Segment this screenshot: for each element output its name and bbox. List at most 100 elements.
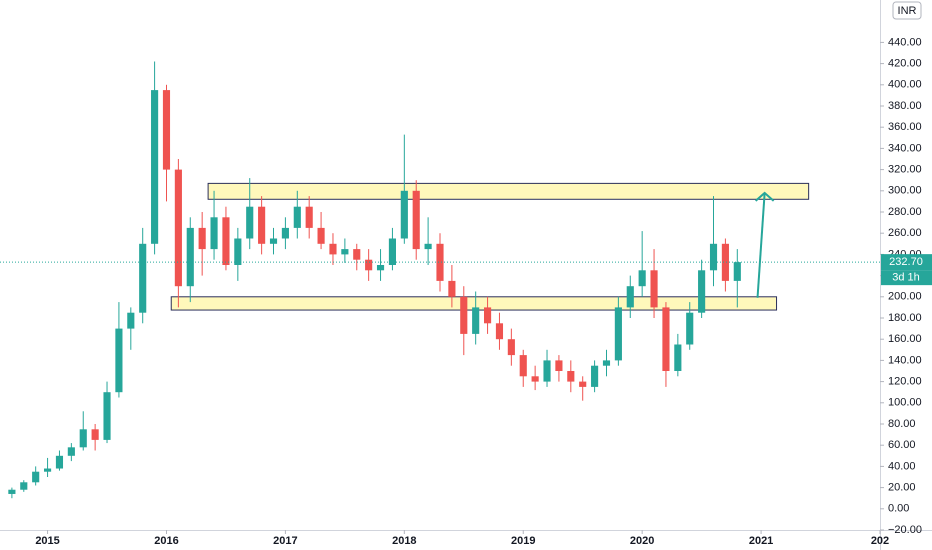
candle-body	[376, 265, 385, 271]
candle-body	[638, 270, 646, 287]
y-tick-label: 140.00	[888, 354, 922, 366]
candle-body	[198, 227, 206, 250]
candle-body	[258, 206, 266, 244]
candle-body	[674, 344, 682, 371]
candle-body	[20, 482, 28, 490]
candle-body	[162, 90, 171, 170]
candle-body	[44, 468, 52, 472]
countdown-tag	[881, 270, 932, 286]
candle-body	[591, 365, 599, 387]
candle-body	[186, 227, 194, 287]
candle-body	[686, 312, 694, 345]
zone	[207, 182, 810, 200]
candle-body	[317, 227, 325, 244]
candle-body	[353, 249, 361, 260]
candle-body	[709, 243, 718, 271]
candle-body	[424, 243, 432, 250]
candle-body	[460, 296, 468, 334]
candle-body	[721, 243, 729, 281]
y-tick-label: 80.00	[888, 418, 916, 430]
x-tick-label: 2017	[273, 535, 297, 547]
candle-body	[222, 217, 230, 265]
candle-body	[293, 206, 301, 228]
candle-body	[281, 227, 289, 239]
candle-body	[626, 286, 634, 308]
y-tick-label: 340.00	[888, 142, 922, 154]
candle-body	[567, 371, 575, 382]
currency[interactable]: INR	[898, 5, 917, 17]
candle-body	[174, 169, 182, 287]
y-tick-label: 320.00	[888, 164, 922, 176]
candle-body	[507, 339, 515, 356]
candle-body	[329, 243, 337, 255]
candle-body	[55, 455, 64, 469]
y-tick-label: 180.00	[888, 312, 922, 324]
x-tick-label: 2015	[35, 535, 59, 547]
candle-body	[139, 243, 147, 313]
candle-body	[79, 429, 87, 448]
candle-body	[246, 206, 254, 239]
y-tick-label: 400.00	[888, 79, 922, 91]
candle-body	[614, 307, 622, 361]
arrow	[756, 192, 766, 298]
y-tick-label: 60.00	[888, 439, 916, 451]
y-tick-label: 0.00	[888, 503, 909, 515]
x-tick-label: 2018	[392, 535, 416, 547]
x-tick-label: 202	[871, 535, 889, 547]
candle-body	[495, 323, 504, 340]
candle-body	[365, 259, 373, 271]
x-tick-label: 2020	[630, 535, 654, 547]
candle-body	[555, 360, 563, 371]
candle-body	[400, 190, 408, 239]
y-tick-label: −20.00	[888, 524, 922, 536]
candle-body	[650, 270, 658, 308]
x-tick-label: 2019	[511, 535, 535, 547]
candle-body	[127, 312, 135, 329]
candle-body	[67, 447, 75, 456]
y-tick-label: 120.00	[888, 376, 922, 388]
candle-body	[210, 217, 218, 250]
candle-body	[91, 429, 99, 440]
y-tick-label: 420.00	[888, 58, 922, 70]
countdown: 3d 1h	[892, 272, 920, 284]
candle-body	[662, 307, 670, 371]
candle-body	[543, 360, 551, 382]
arrow-head	[754, 191, 775, 202]
candle-body	[698, 270, 706, 313]
candle-body	[115, 328, 123, 393]
candle-body	[436, 243, 444, 281]
y-tick-label: 260.00	[888, 227, 922, 239]
y-tick-label: 20.00	[888, 482, 916, 494]
y-tick-label: 200.00	[888, 291, 922, 303]
candle-body	[472, 307, 480, 334]
x-tick-label: 2021	[749, 535, 773, 547]
candle-body	[602, 360, 611, 366]
candle-body	[448, 280, 456, 297]
y-tick-label: 40.00	[888, 460, 916, 472]
y-tick-label: 100.00	[888, 397, 922, 409]
y-tick-label: 440.00	[888, 36, 922, 48]
y-tick-label: 160.00	[888, 333, 922, 345]
currency-box[interactable]	[892, 1, 922, 20]
last-price-tag	[881, 254, 932, 271]
candle-body	[412, 190, 420, 250]
candle-body	[484, 307, 492, 324]
last-price-label: 232.70	[889, 256, 923, 268]
candle-body	[32, 471, 40, 483]
y-tick-label: 280.00	[888, 206, 922, 218]
candle-body	[531, 376, 539, 382]
candle-body	[103, 392, 111, 440]
y-tick-label: 380.00	[888, 100, 922, 112]
candle-body	[151, 90, 159, 244]
candle-body	[519, 355, 527, 377]
x-tick-label: 2016	[154, 535, 178, 547]
candle-body	[305, 206, 313, 228]
candle-body	[234, 238, 242, 265]
candle-body	[388, 238, 396, 265]
candle-body	[8, 489, 16, 494]
candle-body	[579, 381, 587, 387]
y-tick-label: 300.00	[888, 185, 922, 197]
y-tick-label: 360.00	[888, 121, 922, 133]
